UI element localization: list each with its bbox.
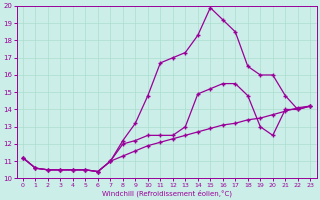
X-axis label: Windchill (Refroidissement éolien,°C): Windchill (Refroidissement éolien,°C): [101, 189, 232, 197]
